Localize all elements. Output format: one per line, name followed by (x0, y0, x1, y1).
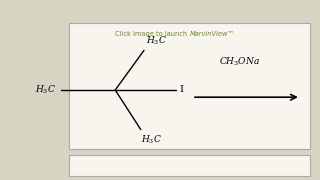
Text: $H_3C$: $H_3C$ (146, 34, 167, 47)
Text: Click image to launch: Click image to launch (115, 31, 190, 37)
Text: MarvinView™: MarvinView™ (190, 31, 235, 37)
Text: $CH_3ONa$: $CH_3ONa$ (220, 56, 260, 68)
Text: $H_3C$: $H_3C$ (35, 84, 56, 96)
FancyBboxPatch shape (69, 155, 310, 176)
Text: I: I (179, 86, 183, 94)
FancyBboxPatch shape (69, 23, 310, 149)
Text: $H_3C$: $H_3C$ (141, 133, 162, 146)
